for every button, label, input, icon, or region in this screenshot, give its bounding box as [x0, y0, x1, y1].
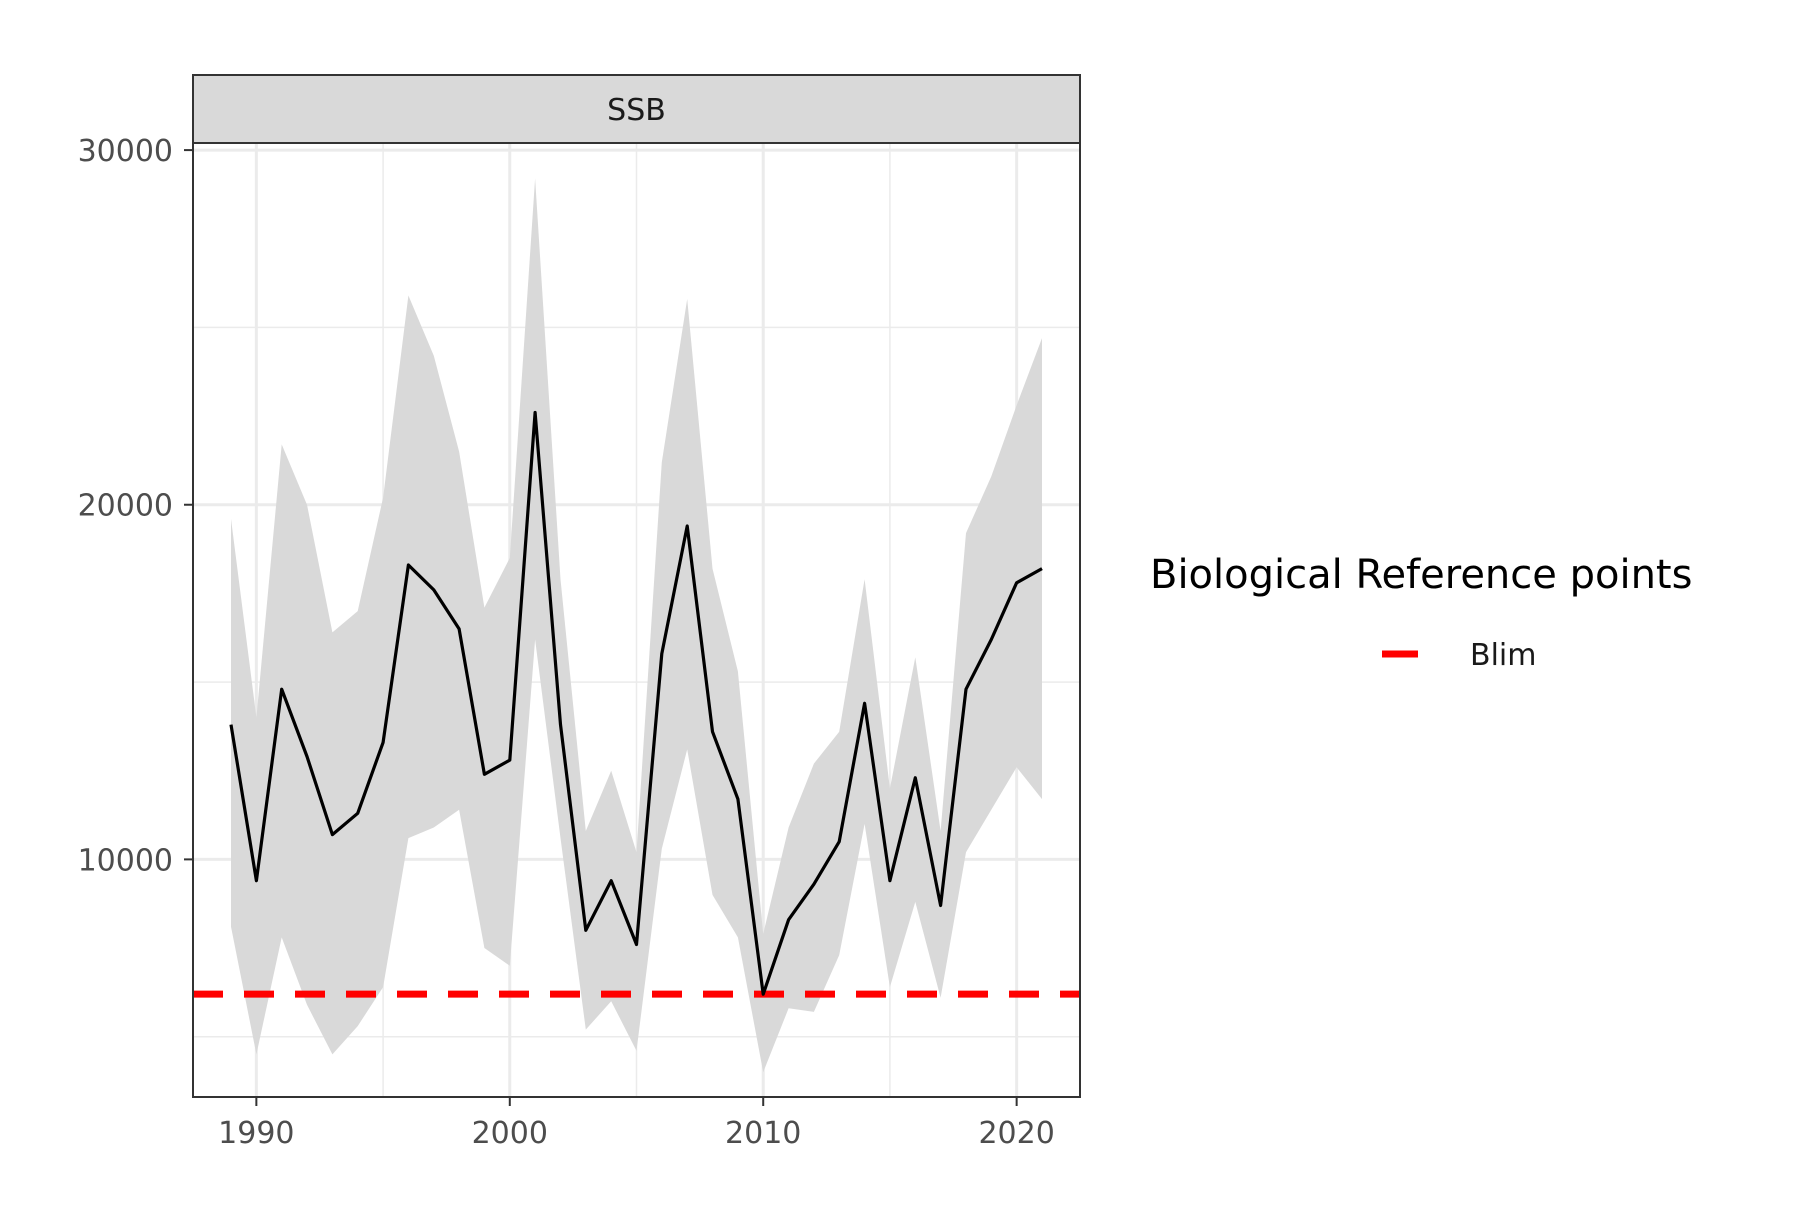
data-point: [533, 411, 537, 415]
x-tick-label: 1990: [218, 1116, 294, 1151]
data-point: [508, 758, 512, 762]
data-point: [254, 879, 258, 883]
data-point: [989, 638, 993, 642]
axes: 1990 2000 2010 2020 10000 20000 30000: [78, 134, 1055, 1151]
data-point: [812, 882, 816, 886]
data-point: [711, 730, 715, 734]
data-point: [635, 943, 639, 947]
data-point: [685, 524, 689, 528]
data-point: [584, 928, 588, 932]
y-tick-label: 20000: [78, 489, 173, 524]
data-point: [1040, 567, 1044, 571]
data-point: [305, 755, 309, 759]
data-point: [787, 918, 791, 922]
data-point: [761, 992, 765, 996]
legend: Biological Reference points Blim: [1150, 552, 1692, 673]
data-point: [736, 797, 740, 801]
facet-strip-box: [192, 74, 1081, 144]
data-point: [660, 652, 664, 656]
facet-strip: SSB: [192, 74, 1081, 144]
data-point: [406, 563, 410, 567]
data-point: [837, 840, 841, 844]
data-point: [482, 772, 486, 776]
x-tick-label: 2000: [472, 1116, 548, 1151]
data-point: [356, 811, 360, 815]
data-point: [457, 627, 461, 631]
data-point: [280, 687, 284, 691]
plot-panel: [192, 142, 1081, 1098]
data-point: [609, 879, 613, 883]
data-point: [330, 833, 334, 837]
data-point: [913, 776, 917, 780]
data-point: [1015, 581, 1019, 585]
x-tick-label: 2020: [978, 1116, 1054, 1151]
data-point: [432, 588, 436, 592]
legend-title: Biological Reference points: [1150, 552, 1692, 598]
y-tick-label: 30000: [78, 134, 173, 169]
y-tick-label: 10000: [78, 843, 173, 878]
ssb-series-line: [229, 410, 1043, 996]
data-point: [229, 723, 233, 727]
data-point: [939, 903, 943, 907]
legend-label-blim: Blim: [1470, 638, 1536, 673]
x-tick-label: 2010: [725, 1116, 801, 1151]
data-point: [888, 879, 892, 883]
facet-strip-label: SSB: [607, 93, 666, 128]
data-point: [381, 740, 385, 744]
confidence-band: [231, 178, 1042, 1073]
data-point: [558, 723, 562, 727]
data-point: [863, 701, 867, 705]
data-point: [964, 687, 968, 691]
